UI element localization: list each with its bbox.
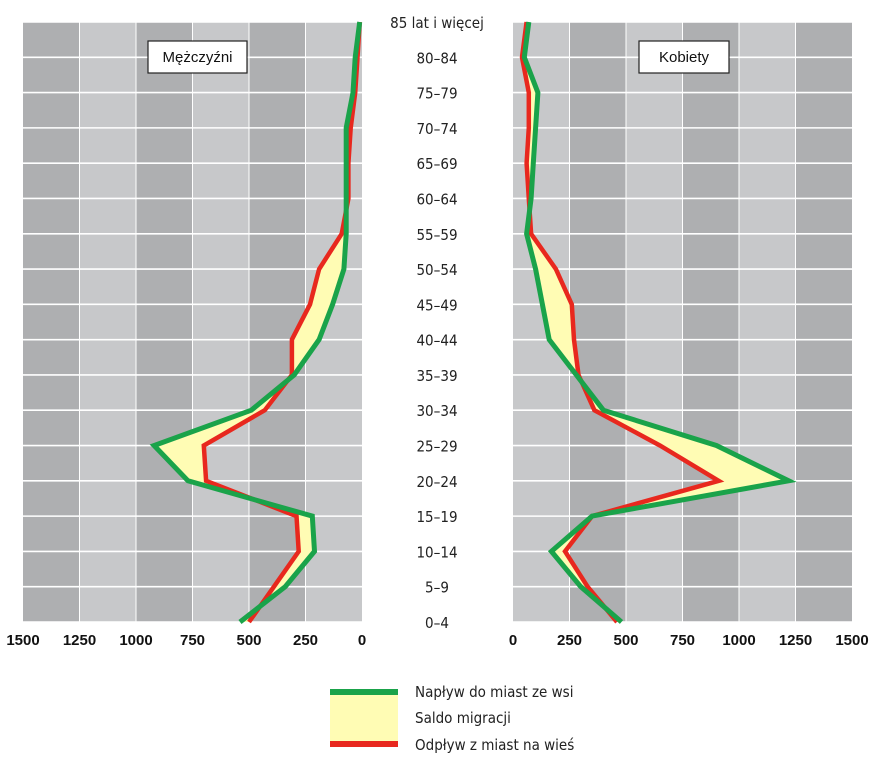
x-tick-right: 1500 [835,632,868,649]
saldo-fill-right [522,22,789,622]
panel-title-right: Kobiety [659,49,710,66]
x-tick-left: 1000 [119,632,152,649]
age-group-label: 55–59 [416,226,457,244]
age-group-label: 85 lat i więcej [390,14,484,32]
age-group-label: 20–24 [416,473,457,491]
age-group-label: 70–74 [416,120,457,138]
x-tick-labels: 1500 1250 1000 750 500 250 0 0 250 500 750 1000 1250… [6,632,868,649]
band-right [569,22,626,622]
band-right [739,22,796,622]
x-tick-right: 1000 [722,632,755,649]
age-group-label: 60–64 [416,190,457,208]
age-group-label: 30–34 [416,402,457,420]
legend-label: Odpływ z miast na wieś [415,736,574,754]
x-tick-left: 0 [358,632,366,649]
legend-swatch-saldo [330,692,398,744]
x-tick-left: 1500 [6,632,39,649]
band-right [682,22,739,622]
legend: Napływ do miast ze wsi Saldo migracji Odpł… [330,683,574,754]
age-group-label: 65–69 [416,155,457,173]
series-line-left-odplyw [201,21,362,624]
band-left [79,22,136,622]
right-panel-background [513,22,852,622]
age-group-label: 75–79 [416,85,457,103]
age-group-label: 40–44 [416,332,457,350]
left-panel-background [23,22,362,622]
age-group-label: 80–84 [416,49,457,67]
series-line-left-naplyw [149,21,363,624]
band-right [795,22,852,622]
x-tick-left: 750 [180,632,205,649]
age-group-label: 15–19 [416,508,457,526]
panel-title-left: Mężczyźni [162,49,232,66]
age-group-label: 50–54 [416,261,457,279]
x-tick-right: 500 [613,632,638,649]
x-tick-left: 500 [236,632,261,649]
x-tick-right: 250 [557,632,582,649]
age-group-label: 35–39 [416,367,457,385]
x-tick-left: 250 [293,632,318,649]
panel-title-box-left [147,40,248,74]
band-right [626,22,683,622]
x-tick-right: 750 [670,632,695,649]
age-group-label: 45–49 [416,296,457,314]
series-line-right-naplyw [521,21,797,624]
age-group-labels: 0–4 5–9 10–14 15–19 20–24 25–29 30–34 35–39 40–4… [390,14,484,632]
x-tick-right: 1250 [779,632,812,649]
age-group-label: 0–4 [425,614,449,632]
band-left [192,22,249,622]
panel-title-box-right [638,40,730,74]
band-left [23,22,80,622]
legend-label: Napływ do miast ze wsi [415,683,573,701]
age-group-label: 25–29 [416,438,457,456]
age-group-label: 5–9 [425,579,449,597]
age-group-label: 10–14 [416,543,457,561]
band-left [136,22,193,622]
series-lines [149,21,797,624]
x-tick-left: 1250 [63,632,96,649]
legend-label: Saldo migracji [415,709,511,727]
panel-titles: Mężczyźni Kobiety [147,40,730,74]
x-tick-right: 0 [509,632,517,649]
